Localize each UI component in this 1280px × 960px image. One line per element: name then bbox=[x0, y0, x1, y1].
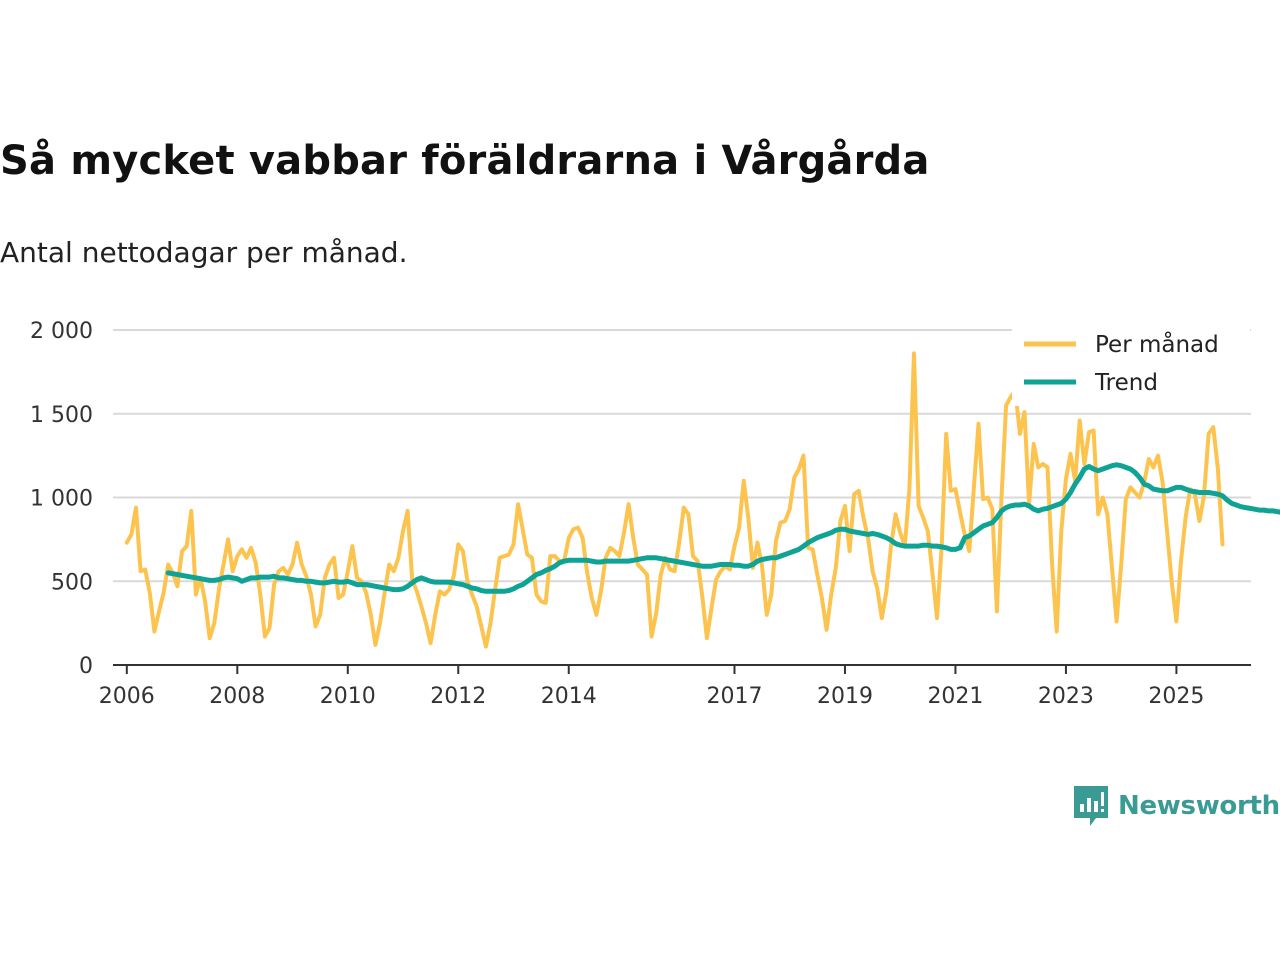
x-tick-label: 2014 bbox=[541, 684, 597, 709]
legend[interactable]: Per månad Trend bbox=[1012, 326, 1250, 406]
brand-name: Newsworthy bbox=[1118, 791, 1280, 821]
newsworthy-icon bbox=[1074, 786, 1108, 826]
legend-background bbox=[1012, 326, 1250, 406]
y-tick-label: 500 bbox=[51, 570, 93, 595]
legend-label: Trend bbox=[1094, 370, 1158, 396]
x-tick-label: 2017 bbox=[706, 684, 762, 709]
y-tick-label: 1 000 bbox=[30, 487, 93, 512]
legend-item[interactable]: Per månad bbox=[1024, 330, 1219, 358]
x-tick-label: 2006 bbox=[99, 684, 155, 709]
chart-subtitle: Antal nettodagar per månad. bbox=[0, 236, 408, 269]
series-lines bbox=[124, 351, 1280, 649]
legend-label: Per månad bbox=[1095, 330, 1219, 358]
x-tick-label: 2012 bbox=[430, 684, 486, 709]
x-tick-label: 2021 bbox=[927, 684, 983, 709]
y-tick-label: 1 500 bbox=[30, 403, 93, 428]
x-tick-label: 2025 bbox=[1148, 684, 1204, 709]
legend-item[interactable]: Trend bbox=[1024, 370, 1158, 396]
series-per-manad-line bbox=[124, 351, 1225, 649]
x-tick-label: 2010 bbox=[320, 684, 376, 709]
x-axis: 2006 2008 2010 2012 2014 2017 2019 2021 2023 2025 bbox=[99, 664, 1251, 709]
line-chart: 0 500 1 000 1 500 2 000 2006 2008 2010 2012 2014… bbox=[30, 319, 1280, 709]
x-tick-label: 2008 bbox=[209, 684, 265, 709]
x-tick-label: 2019 bbox=[817, 684, 873, 709]
y-tick-label: 0 bbox=[79, 654, 93, 679]
y-axis-labels: 0 500 1 000 1 500 2 000 bbox=[30, 319, 93, 679]
series-trend-line bbox=[165, 462, 1280, 594]
y-tick-label: 2 000 bbox=[30, 319, 93, 344]
newsworthy-logo[interactable]: Newsworthy bbox=[1072, 784, 1280, 828]
x-tick-label: 2023 bbox=[1038, 684, 1094, 709]
chart-title: Så mycket vabbar föräldrarna i Vårgårda bbox=[0, 138, 930, 184]
